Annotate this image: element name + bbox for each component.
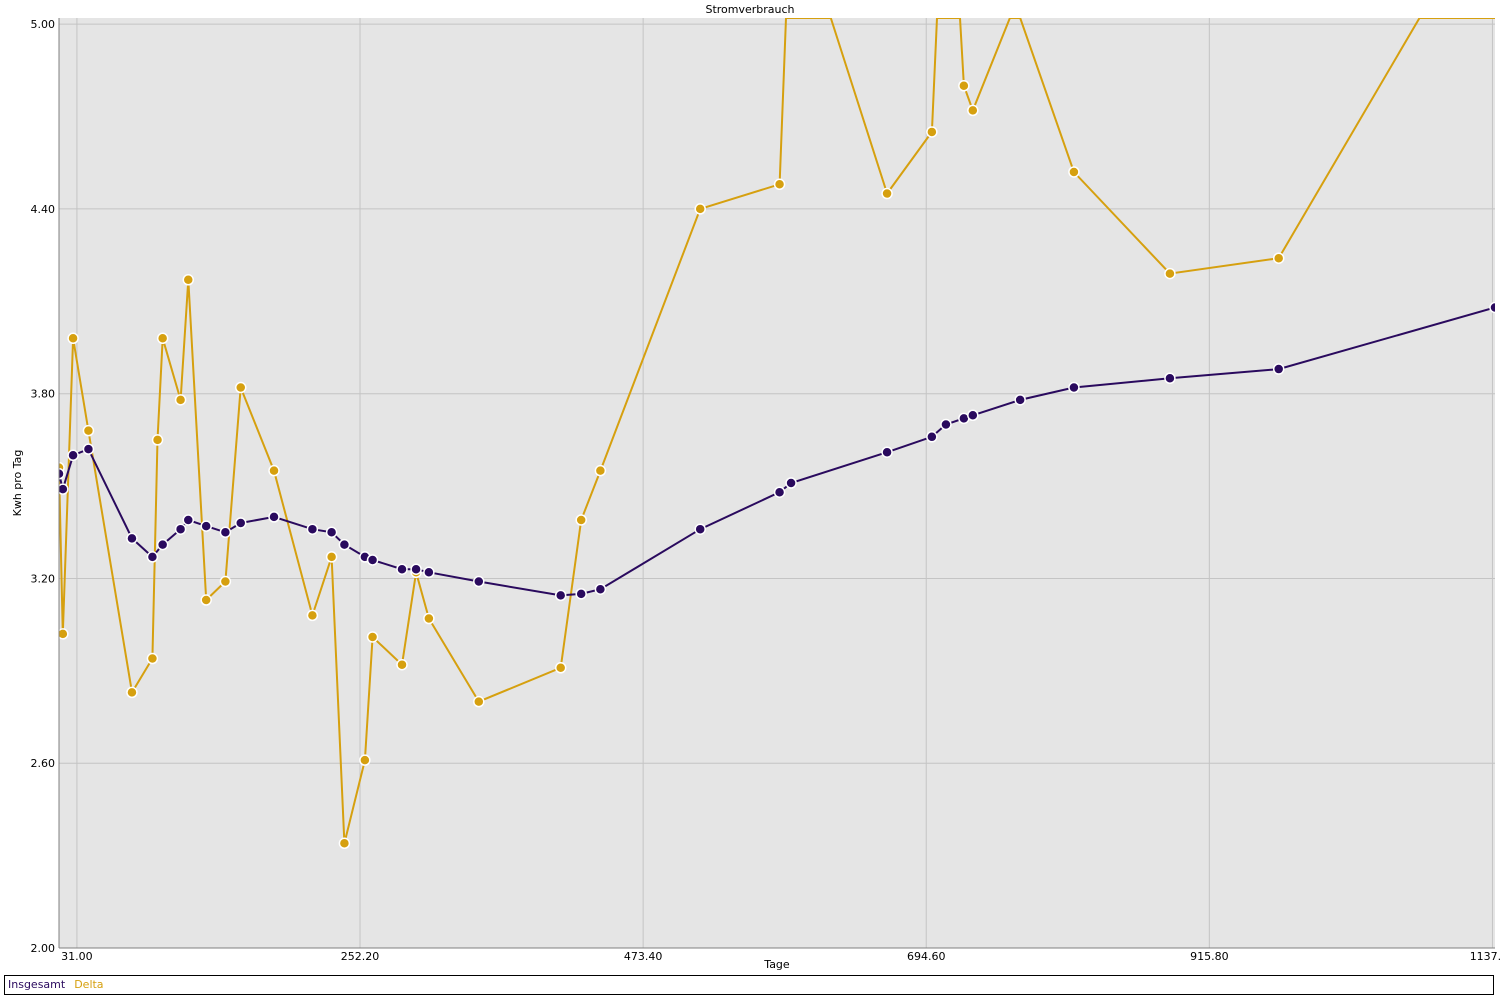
x-tick-label: 694.60 (907, 950, 946, 963)
data-point-insgesamt (59, 483, 69, 495)
data-point-insgesamt (325, 526, 338, 539)
data-point-delta (958, 79, 970, 92)
data-point-delta (151, 434, 164, 446)
legend-item-insgesamt: Insgesamt (8, 978, 66, 991)
x-tick-label: 473.40 (624, 950, 663, 963)
data-point-insgesamt (410, 563, 422, 575)
x-tick-label: 252.20 (341, 950, 380, 963)
data-point-insgesamt (473, 575, 485, 588)
series-insgesamt (59, 301, 1495, 602)
data-point-insgesamt (156, 538, 169, 551)
data-point-insgesamt (881, 446, 893, 458)
x-tick-label: 1137.00 (1470, 950, 1500, 963)
data-point-insgesamt (594, 583, 607, 595)
chart-title: Stromverbrauch (705, 3, 794, 16)
data-point-insgesamt (366, 554, 379, 566)
data-point-delta (1272, 252, 1285, 264)
data-point-delta (773, 178, 786, 191)
data-point-delta (306, 609, 319, 622)
y-tick-label: 2.60 (31, 757, 56, 770)
data-point-insgesamt (219, 526, 232, 539)
data-point-insgesamt (694, 523, 706, 535)
data-point-delta (396, 658, 408, 671)
y-tick-label: 4.40 (31, 203, 56, 216)
x-tick-label: 31.00 (61, 950, 93, 963)
data-point-insgesamt (1068, 381, 1080, 394)
y-tick-label: 3.80 (31, 388, 56, 401)
data-point-insgesamt (59, 468, 65, 480)
data-point-delta (575, 514, 587, 526)
data-point-delta (554, 662, 567, 674)
data-point-insgesamt (926, 431, 938, 443)
data-point-delta (594, 464, 607, 477)
plot-background (59, 18, 1495, 948)
x-axis-title: Tage (763, 958, 790, 971)
data-point-delta (881, 187, 893, 200)
y-axis-title: Kwh pro Tag (11, 450, 24, 517)
data-point-delta (82, 424, 95, 437)
data-point-insgesamt (306, 523, 319, 535)
data-point-delta (338, 837, 351, 850)
legend: Insgesamt Delta (4, 975, 1494, 995)
data-point-insgesamt (1272, 363, 1285, 375)
data-point-insgesamt (200, 520, 212, 532)
data-point-insgesamt (396, 563, 408, 575)
data-point-delta (366, 631, 379, 643)
data-point-delta (146, 652, 159, 665)
data-point-insgesamt (182, 514, 195, 526)
axis-tick-labels: 2.00 2.60 3.20 3.80 4.40 5.00 31.00 252.20 473.4… (31, 18, 1500, 963)
data-point-delta (156, 332, 169, 345)
y-tick-label: 5.00 (31, 18, 56, 31)
grid-lines (59, 18, 1495, 949)
data-point-delta (1164, 267, 1176, 280)
y-tick-label: 2.00 (31, 942, 56, 955)
data-point-insgesamt (1164, 372, 1176, 385)
data-point-insgesamt (1489, 301, 1495, 314)
data-point-insgesamt (126, 532, 138, 545)
data-point-delta (59, 628, 69, 640)
data-point-delta (1068, 166, 1080, 178)
data-point-delta (694, 203, 706, 215)
data-point-insgesamt (940, 418, 952, 431)
data-point-delta (182, 274, 195, 286)
data-point-delta (325, 551, 338, 563)
data-point-insgesamt (234, 517, 247, 529)
data-point-delta (67, 332, 79, 345)
data-point-insgesamt (338, 538, 351, 551)
data-point-delta (359, 754, 371, 766)
data-point-delta (473, 695, 485, 708)
data-point-insgesamt (773, 486, 786, 498)
series-delta (59, 18, 1495, 850)
y-tick-label: 3.20 (31, 572, 56, 585)
data-point-insgesamt (423, 566, 435, 579)
data-point-delta (926, 126, 938, 138)
data-point-insgesamt (82, 443, 95, 455)
data-point-delta (423, 612, 435, 625)
series-layer (59, 18, 1495, 850)
data-point-insgesamt (554, 589, 567, 602)
data-point-delta (200, 594, 212, 606)
data-point-delta (268, 464, 280, 477)
data-point-delta (126, 686, 138, 699)
data-point-insgesamt (1014, 394, 1026, 406)
data-point-insgesamt (174, 523, 187, 535)
legend-item-delta: Delta (74, 978, 104, 991)
data-point-delta (219, 575, 232, 588)
data-point-insgesamt (146, 551, 159, 563)
data-point-insgesamt (785, 477, 797, 489)
data-point-delta (967, 104, 979, 117)
data-point-delta (174, 394, 187, 406)
data-point-insgesamt (67, 449, 79, 462)
data-point-insgesamt (575, 588, 587, 600)
data-point-insgesamt (967, 409, 979, 422)
data-point-delta (234, 381, 247, 394)
x-tick-label: 915.80 (1190, 950, 1229, 963)
data-point-insgesamt (268, 511, 280, 523)
